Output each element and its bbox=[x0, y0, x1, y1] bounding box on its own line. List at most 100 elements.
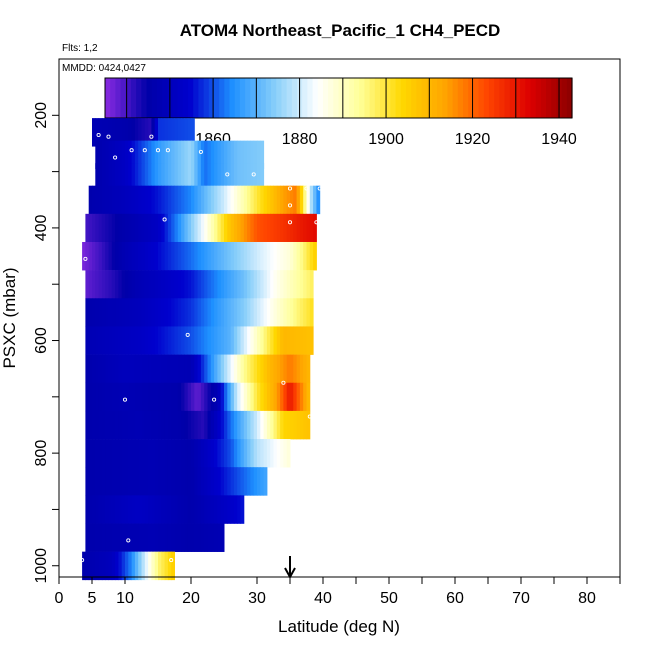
heatmap-cell bbox=[286, 298, 291, 327]
heatmap-cell bbox=[177, 354, 182, 384]
heatmap-cell bbox=[95, 523, 100, 552]
heatmap-cell bbox=[276, 439, 281, 468]
heatmap-cell bbox=[164, 439, 169, 468]
heatmap-cell bbox=[210, 185, 215, 215]
heatmap-cell bbox=[220, 185, 225, 215]
heatmap-cell bbox=[161, 118, 166, 147]
y-tick-label: 800 bbox=[33, 440, 50, 467]
heatmap-cell bbox=[250, 213, 255, 243]
heatmap-cell bbox=[207, 326, 212, 355]
heatmap-cell bbox=[138, 241, 142, 271]
heatmap-cell bbox=[85, 326, 90, 355]
heatmap-cell bbox=[204, 439, 208, 468]
heatmap-cell bbox=[101, 118, 106, 147]
heatmap-cell bbox=[144, 140, 149, 170]
heatmap-cell bbox=[164, 382, 169, 412]
heatmap-cell bbox=[138, 467, 142, 496]
heatmap-cell bbox=[290, 270, 294, 299]
heatmap-cell bbox=[164, 298, 169, 327]
heatmap-cell bbox=[151, 270, 156, 299]
heatmap-cell bbox=[260, 354, 265, 384]
heatmap-cell bbox=[101, 439, 106, 468]
colorbar-segment bbox=[405, 78, 412, 118]
heatmap-cell bbox=[95, 495, 100, 524]
heatmap-cell bbox=[154, 241, 159, 271]
heatmap-cell bbox=[115, 551, 119, 581]
heatmap-cell bbox=[303, 410, 307, 440]
heatmap-cell bbox=[200, 326, 205, 355]
heatmap-cell bbox=[125, 467, 129, 496]
heatmap-cell bbox=[207, 410, 212, 440]
heatmap-cell bbox=[148, 410, 152, 440]
heatmap-cell bbox=[200, 140, 205, 170]
heatmap-cell bbox=[187, 185, 192, 215]
heatmap-cell bbox=[204, 382, 208, 412]
heatmap-cell bbox=[263, 467, 268, 496]
heatmap-cell bbox=[148, 163, 152, 192]
heatmap-cell bbox=[233, 140, 238, 170]
data-point bbox=[212, 397, 217, 402]
heatmap-cell bbox=[313, 185, 317, 215]
heatmap-cell bbox=[134, 241, 139, 271]
colorbar-segment bbox=[172, 78, 179, 118]
colorbar-segment bbox=[457, 78, 464, 118]
colorbar-segment bbox=[312, 78, 319, 118]
heatmap-cell bbox=[95, 467, 100, 496]
heatmap-cell bbox=[290, 382, 294, 412]
heatmap-cell bbox=[131, 439, 136, 468]
data-point bbox=[317, 186, 322, 191]
heatmap-cell bbox=[280, 185, 284, 215]
data-point bbox=[142, 148, 147, 153]
heatmap-cell bbox=[98, 523, 103, 552]
heatmap-cell bbox=[191, 410, 195, 440]
heatmap-cell bbox=[171, 298, 175, 327]
heatmap-cell bbox=[296, 185, 301, 215]
heatmap-cell bbox=[210, 523, 215, 552]
heatmap-cell bbox=[88, 495, 93, 524]
colorbar-segment bbox=[198, 78, 205, 118]
heatmap-cell bbox=[253, 140, 258, 170]
heatmap-cell bbox=[161, 163, 166, 192]
heatmap-cell bbox=[171, 382, 175, 412]
heatmap-cell bbox=[240, 382, 245, 412]
heatmap-cell bbox=[101, 213, 106, 243]
plot-frame bbox=[58, 58, 621, 578]
heatmap-cell bbox=[141, 270, 146, 299]
heatmap-cell bbox=[177, 495, 182, 524]
heatmap-cell bbox=[111, 140, 116, 170]
heatmap-cell bbox=[115, 118, 119, 147]
heatmap-cell bbox=[280, 298, 284, 327]
heatmap-cell bbox=[125, 298, 129, 327]
heatmap-cell bbox=[220, 241, 225, 271]
heatmap-cell bbox=[118, 118, 123, 147]
heatmap-cell bbox=[280, 354, 284, 384]
heatmap-cell bbox=[174, 118, 179, 147]
heatmap-cell bbox=[286, 326, 291, 355]
heatmap-cell bbox=[243, 241, 248, 271]
heatmap-cell bbox=[148, 241, 152, 271]
heatmap-cell bbox=[257, 185, 261, 215]
heatmap-cell bbox=[286, 382, 291, 412]
heatmap-cell bbox=[128, 140, 133, 170]
heatmap-cell bbox=[220, 298, 225, 327]
heatmap-cell bbox=[125, 410, 129, 440]
colorbar-segment bbox=[115, 78, 122, 118]
heatmap-cell bbox=[214, 213, 218, 243]
heatmap-cell bbox=[260, 241, 265, 271]
heatmap-cell bbox=[283, 241, 288, 271]
heatmap-cell bbox=[141, 523, 146, 552]
heatmap-cell bbox=[154, 439, 159, 468]
heatmap-cell bbox=[250, 439, 255, 468]
heatmap-cell bbox=[181, 163, 185, 192]
heatmap-cell bbox=[296, 354, 301, 384]
heatmap-cell bbox=[227, 354, 232, 384]
heatmap-cell bbox=[204, 467, 208, 496]
heatmap-cell bbox=[177, 326, 182, 355]
heatmap-cell bbox=[290, 410, 294, 440]
heatmap-cell bbox=[151, 213, 156, 243]
heatmap-cell bbox=[158, 523, 162, 552]
colorbar-segment bbox=[245, 78, 251, 118]
heatmap-cell bbox=[204, 185, 208, 215]
heatmap-cell bbox=[144, 118, 149, 147]
